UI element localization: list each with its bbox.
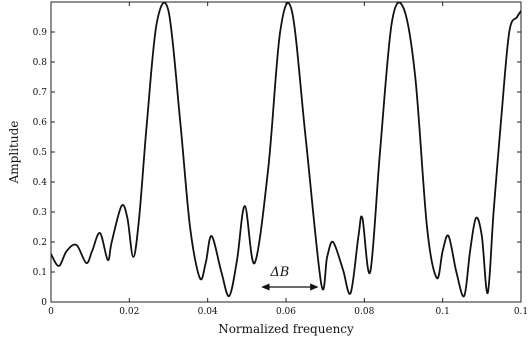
- y-tick-label: 0.5: [33, 148, 48, 158]
- y-tick-label: 0: [41, 298, 47, 308]
- x-axis: 0 0.02 0.04 0.06 0.08 0.1 0.1: [48, 2, 528, 317]
- x-tick-label: 0.08: [354, 307, 374, 317]
- annotations: ΔB: [261, 265, 319, 291]
- y-tick-label: 0.2: [33, 238, 47, 248]
- x-tick-label: 0.1: [436, 307, 450, 317]
- x-tick-label: 0.1: [514, 307, 528, 317]
- y-tick-label: 0.7: [33, 88, 48, 98]
- delta-b-label: ΔB: [269, 265, 289, 280]
- x-tick-label: 0.06: [276, 307, 296, 317]
- x-axis-title: Normalized frequency: [218, 322, 354, 336]
- x-tick-label: 0.04: [198, 307, 218, 317]
- y-tick-label: 0.6: [33, 118, 48, 128]
- y-tick-label: 0.4: [33, 178, 48, 188]
- series-line-amplitude: [50, 1, 522, 298]
- y-tick-label: 0.9: [33, 28, 48, 38]
- y-axis: 0 0.1 0.2 0.3 0.4 0.5 0.6 0.7 0.8 0.9: [33, 28, 521, 308]
- x-tick-label: 0.02: [119, 307, 139, 317]
- y-tick-label: 0.8: [33, 58, 48, 68]
- y-axis-title: Amplitude: [7, 121, 21, 185]
- plot-area-frame: [50, 1, 522, 303]
- x-tick-label: 0: [48, 307, 54, 317]
- y-tick-label: 0.1: [33, 268, 47, 278]
- y-tick-label: 0.3: [33, 208, 48, 218]
